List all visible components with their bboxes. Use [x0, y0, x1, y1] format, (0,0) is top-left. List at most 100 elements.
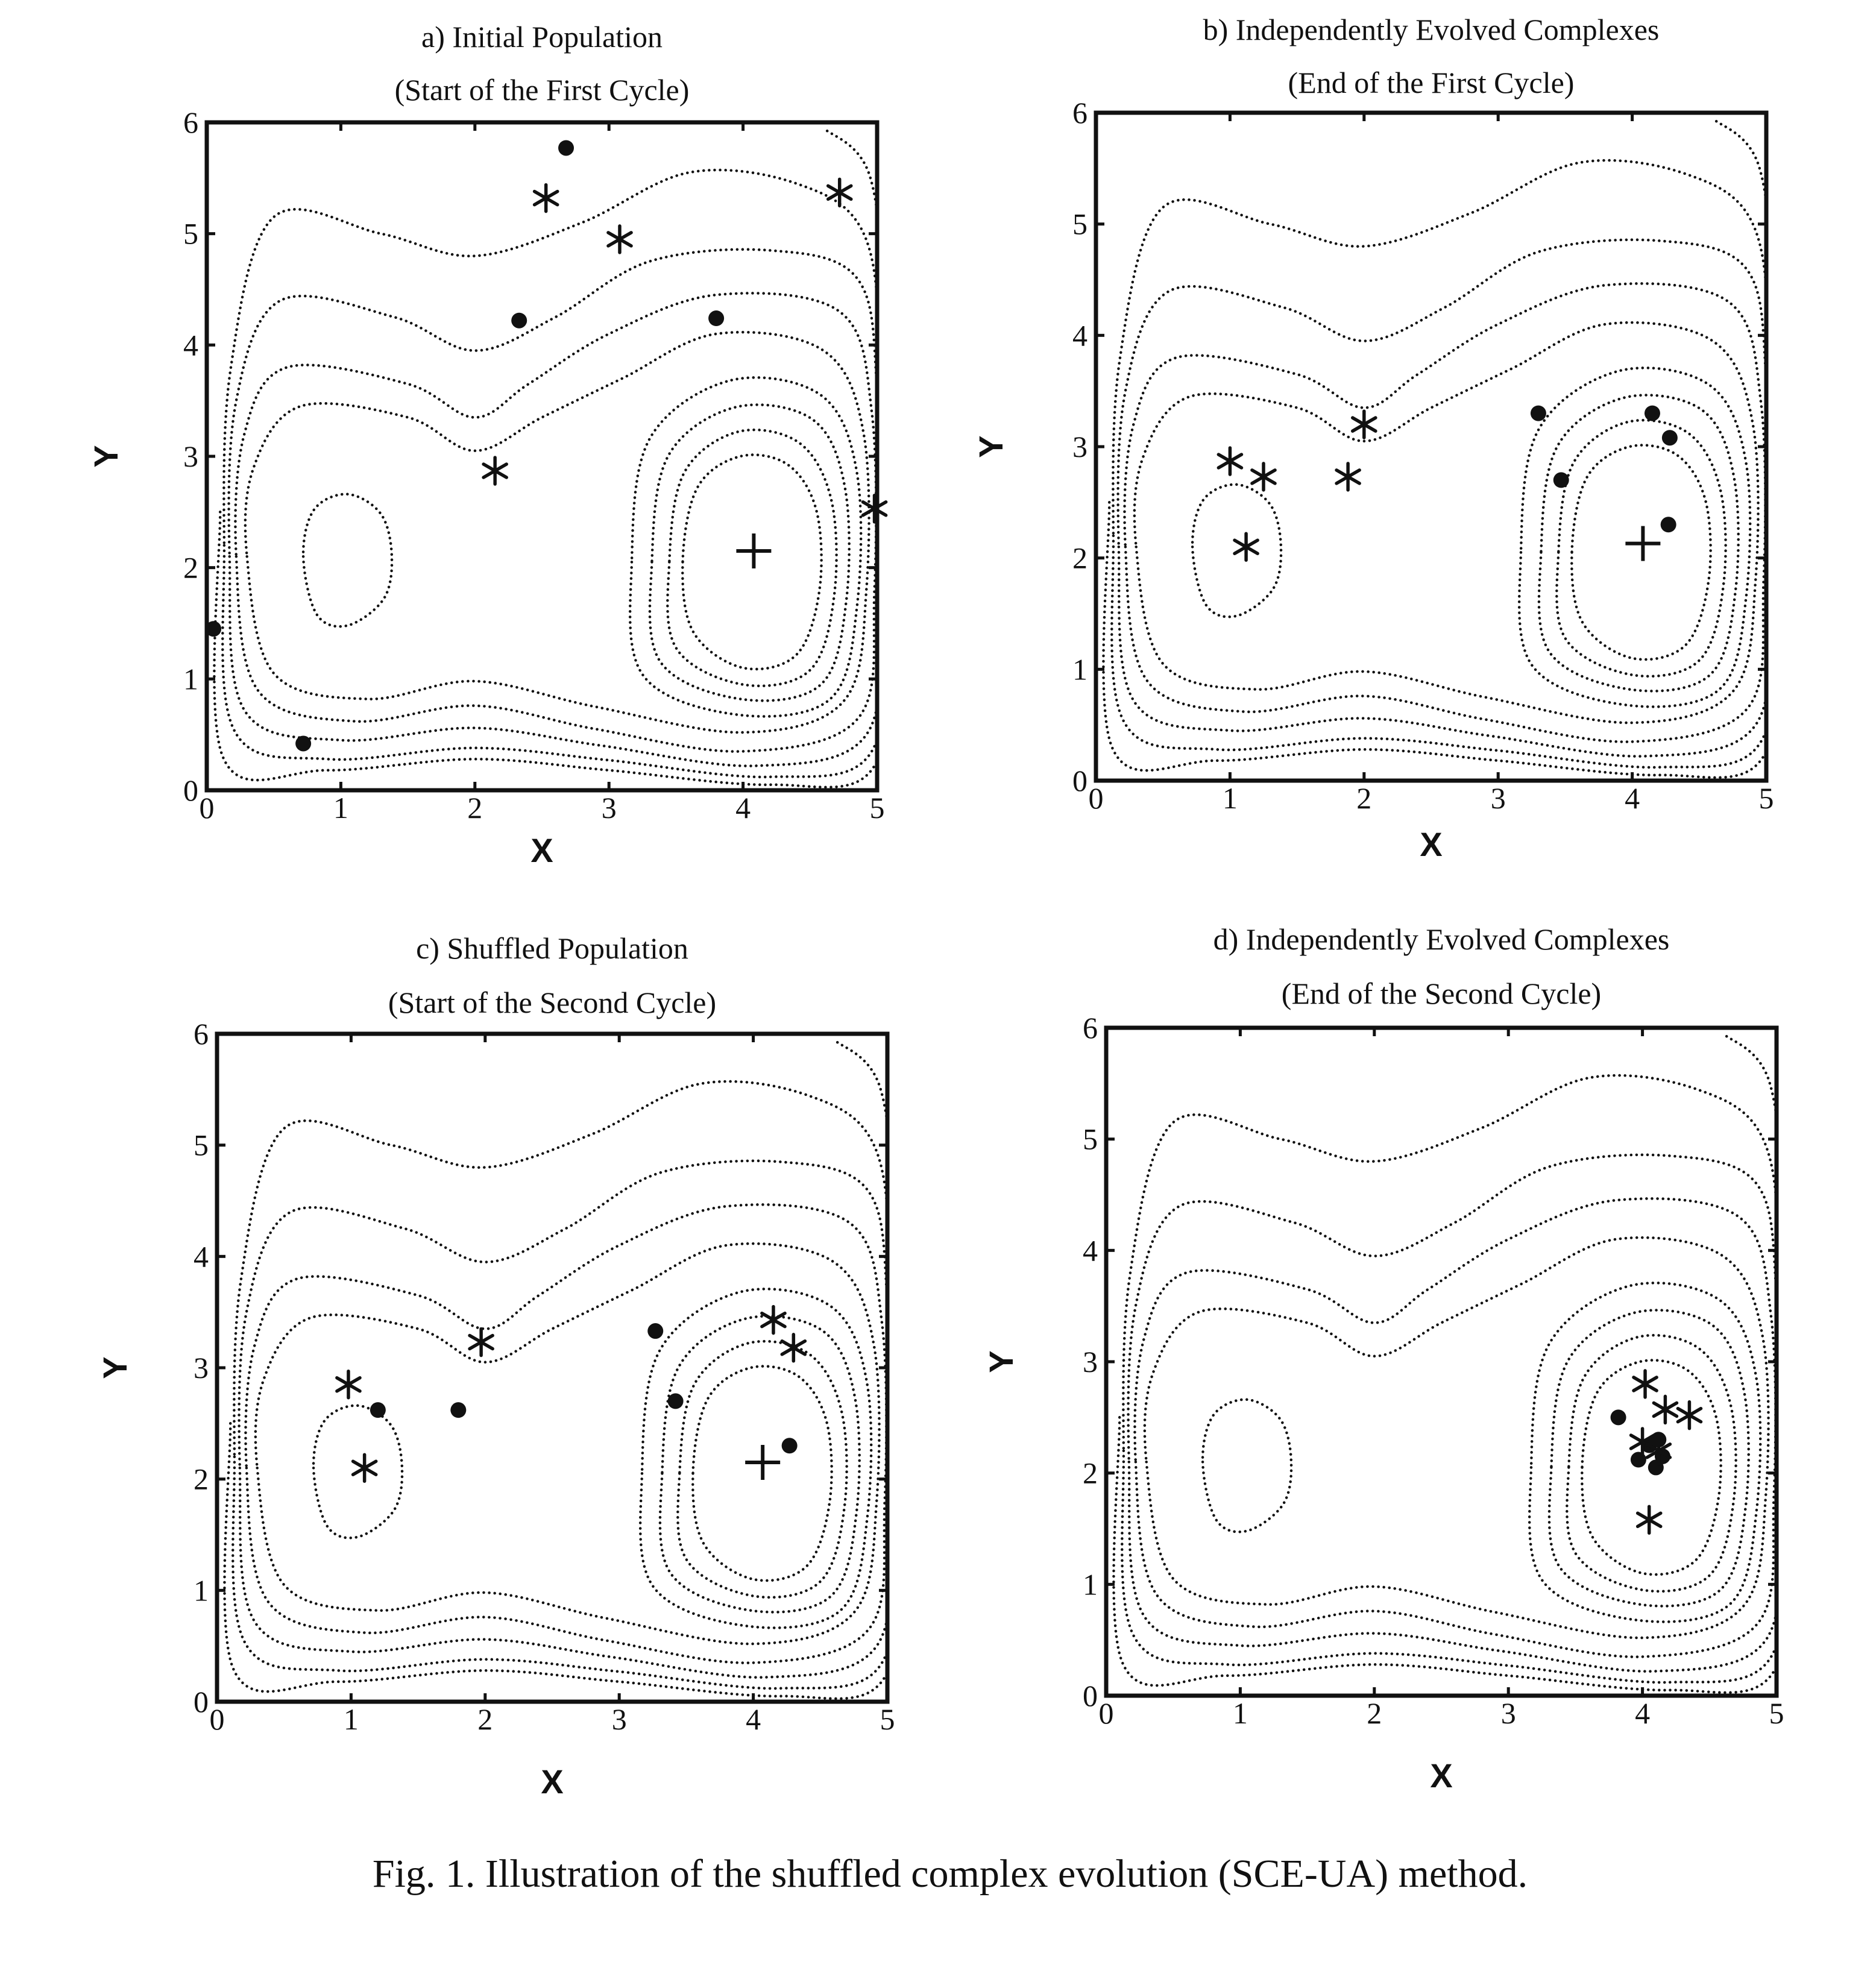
panel-c-ytick-label: 1: [194, 1573, 209, 1607]
panel-d-contour-line: [1528, 1282, 1762, 1623]
panel-c-ytick-label: 6: [194, 1017, 209, 1051]
panel-b-contour-line: [1570, 444, 1712, 661]
panel-c-ytick-label: 4: [194, 1239, 209, 1273]
panel-a-ytick-label: 0: [183, 773, 198, 807]
panel-c-xtick-label: 1: [344, 1702, 359, 1736]
panel-a: a) Initial Population (Start of the First…: [87, 20, 888, 869]
panel-c-dot-point: [370, 1402, 386, 1418]
panel-c-star-point: [351, 1453, 378, 1483]
panel-d-ytick-label: 0: [1083, 1679, 1098, 1713]
panel-d-ylabel: Y: [982, 1350, 1020, 1373]
panel-b-ytick-label: 3: [1072, 430, 1088, 464]
panel-c-ytick-label: 3: [194, 1351, 209, 1385]
panel-c-frame: [215, 1031, 890, 1704]
panel-c: c) Shuffled Population (Start of the Seco…: [96, 931, 895, 1801]
panel-c-xtick-label: 3: [612, 1702, 627, 1736]
panel-a-dot-point: [558, 140, 574, 156]
panel-c-star-point: [760, 1304, 787, 1335]
panel-c-dot-point: [647, 1323, 664, 1339]
panel-a-xtick-label: 1: [333, 791, 348, 825]
panel-c-contour-line: [312, 1404, 404, 1540]
panel-b-contour-line: [1110, 159, 1766, 769]
panel-c-dot-point: [781, 1438, 798, 1454]
panel-a-star-point: [826, 177, 853, 208]
panel-d-xtick-label: 3: [1501, 1696, 1516, 1730]
panel-a-ytick-label: 6: [183, 105, 198, 139]
panel-b-contour-line: [1123, 282, 1766, 743]
panel-a-xtick-label: 2: [467, 791, 482, 825]
panel-b-title: b) Independently Evolved Complexes: [1203, 13, 1660, 46]
panel-a-xtick-label: 4: [735, 791, 751, 825]
panel-b-xtick-label: 4: [1625, 781, 1640, 815]
panel-d-subtitle: (End of the Second Cycle): [1282, 977, 1601, 1010]
panel-b-xtick-label: 5: [1759, 781, 1774, 815]
panel-d-star-point: [1632, 1369, 1658, 1399]
panel-b: b) Independently Evolved Complexes (End o…: [972, 13, 1774, 863]
panel-b-star-point: [1217, 446, 1244, 476]
panel-c-xtick-label: 4: [746, 1702, 761, 1736]
panel-a-star-point: [861, 494, 888, 524]
panel-d-contour-line: [1121, 1074, 1777, 1684]
panel-c-contours: [223, 1037, 887, 1700]
panel-a-contour-line: [227, 248, 877, 767]
panel-c-subtitle: (Start of the Second Cycle): [388, 986, 716, 1019]
panel-b-ytick-label: 5: [1072, 207, 1088, 241]
panel-a-contour-line: [221, 168, 877, 779]
panel-b-ytick-label: 1: [1072, 652, 1088, 686]
panel-a-ytick-label: 4: [183, 328, 198, 362]
panel-a-ytick-label: 3: [183, 439, 198, 473]
panel-d-title: d) Independently Evolved Complexes: [1213, 922, 1670, 956]
panel-a-star-point: [532, 183, 559, 213]
panel-d-star-point: [1645, 1435, 1672, 1466]
panel-b-contours: [1102, 116, 1766, 779]
panel-b-star-point: [1335, 462, 1361, 492]
panel-a-ytick-label: 2: [183, 551, 198, 585]
panel-d: d) Independently Evolved Complexes (End o…: [982, 922, 1784, 1795]
panel-b-optimum-plus: [1625, 526, 1661, 561]
panel-b-frame: [1094, 110, 1769, 783]
panel-d-contour-line: [1112, 1031, 1777, 1694]
panel-c-contour-line: [691, 1365, 833, 1582]
panel-a-dot-point: [708, 310, 725, 327]
figure-caption: Fig. 1. Illustration of the shuffled com…: [373, 1852, 1528, 1896]
panel-c-ytick-label: 0: [194, 1685, 209, 1719]
panel-b-contour-line: [1116, 238, 1766, 758]
panel-b-subtitle: (End of the First Cycle): [1288, 66, 1575, 99]
panel-c-dot-point: [667, 1393, 684, 1409]
panel-b-ylabel: Y: [972, 435, 1010, 458]
panel-d-ytick-label: 5: [1083, 1122, 1098, 1156]
panel-b-contour-line: [1133, 321, 1760, 725]
panel-c-ytick-label: 5: [194, 1128, 209, 1162]
panel-a-star-point: [606, 224, 633, 254]
panel-d-xtick-label: 2: [1367, 1696, 1382, 1730]
panel-c-star-point: [780, 1333, 807, 1363]
panel-a-contour-line: [301, 492, 394, 628]
panel-a-contour-line: [628, 376, 863, 718]
panel-c-optimum-plus: [745, 1444, 781, 1480]
panel-d-ytick-label: 3: [1083, 1345, 1098, 1379]
panel-c-xtick-label: 0: [210, 1702, 225, 1736]
panel-b-dot-point: [1660, 517, 1676, 533]
panel-a-ylabel: Y: [87, 445, 125, 467]
panel-a-contour-line: [213, 126, 877, 789]
panel-d-ytick-label: 2: [1083, 1456, 1098, 1490]
panel-b-dot-point: [1553, 472, 1569, 488]
panel-b-contour-line: [1102, 116, 1766, 779]
panel-c-ylabel: Y: [96, 1356, 134, 1379]
panel-a-contour-line: [234, 292, 877, 753]
panel-b-contour-line: [1191, 483, 1283, 618]
panel-d-contour-line: [1581, 1359, 1722, 1576]
panel-c-contour-line: [638, 1288, 873, 1629]
panel-d-star-point: [1635, 1505, 1663, 1535]
panel-d-xtick-label: 0: [1099, 1696, 1114, 1730]
panel-a-title: a) Initial Population: [421, 20, 663, 54]
panel-b-contour-line: [1517, 367, 1752, 708]
panel-b-ytick-label: 6: [1072, 96, 1088, 130]
panel-a-contour-line: [681, 453, 823, 671]
panel-a-subtitle: (Start of the First Cycle): [395, 73, 690, 107]
panel-a-xlabel: X: [530, 831, 553, 869]
panel-c-contour-line: [238, 1159, 887, 1679]
panel-c-contour-line: [223, 1037, 887, 1700]
panel-b-ytick-label: 0: [1072, 764, 1088, 798]
